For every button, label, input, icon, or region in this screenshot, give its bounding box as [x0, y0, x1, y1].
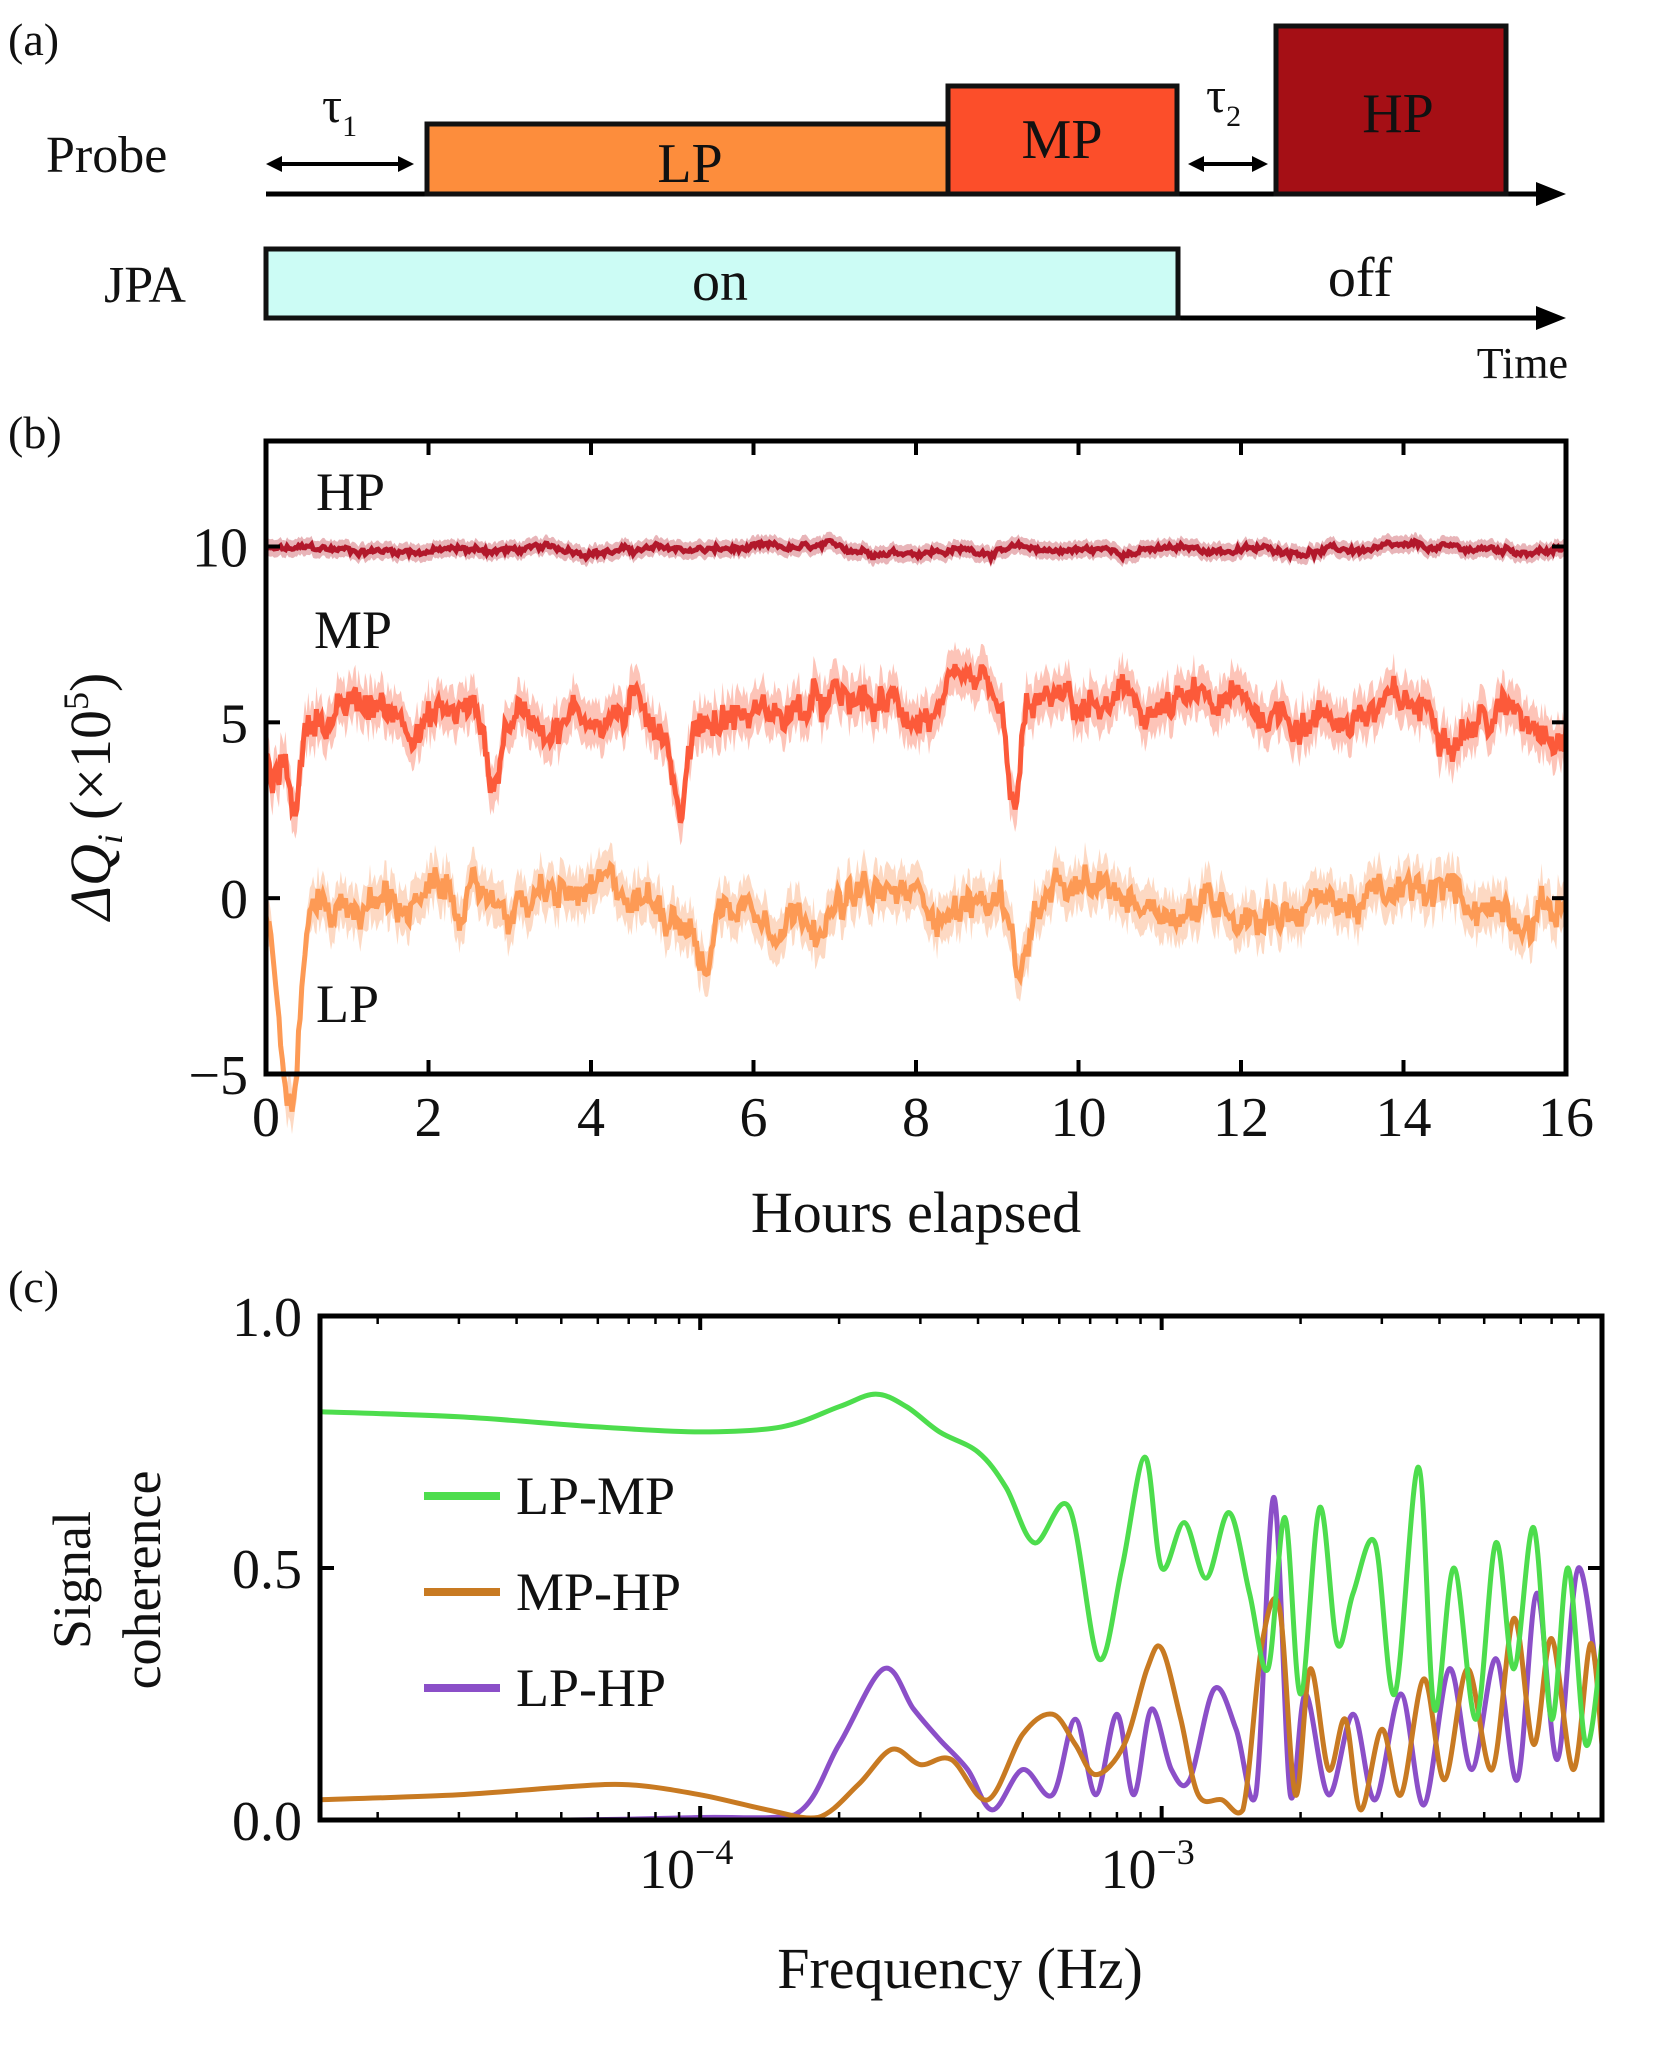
- panel-b-series-group: [263, 531, 1569, 1135]
- panel-c-label: (c): [8, 1261, 59, 1312]
- x-tick-label: 8: [902, 1087, 930, 1149]
- x-tick-label: 10−3: [1101, 1832, 1195, 1901]
- series-line-hp: [263, 537, 1568, 567]
- panel-c: (c) 0.0 0.5 1.0 10−4 10−3 LP-MP MP-HP LP-HP Fr…: [8, 1261, 1605, 2001]
- x-tick-label: 4: [577, 1087, 605, 1149]
- jpa-on-block: [263, 246, 1181, 321]
- x-tick-label: 10−4: [639, 1832, 733, 1901]
- panel-a: (a) Probe LP MP HP τ1 τ2 JPA on of: [8, 14, 1568, 388]
- series-band-hp: [266, 531, 1566, 568]
- series-line-lp-hp: [319, 1494, 1605, 1823]
- pulse-mp: [945, 83, 1180, 197]
- panel-c-legend: LP-MP MP-HP LP-HP: [424, 1466, 681, 1718]
- x-tick-label: 0: [252, 1087, 280, 1149]
- y-tick-label: 0.0: [232, 1791, 302, 1853]
- panel-c-ylabel-line2: coherence: [112, 1471, 172, 1690]
- x-tick-label: 10: [1051, 1087, 1107, 1149]
- probe-label: Probe: [46, 127, 167, 184]
- y-tick-label: 10: [192, 518, 248, 580]
- x-tick-label: 6: [740, 1087, 768, 1149]
- panel-c-series-group: [319, 1391, 1605, 1823]
- annotation-mp: MP: [314, 600, 392, 660]
- series-line-mp: [264, 661, 1569, 824]
- y-tick-label: 1.0: [232, 1287, 302, 1349]
- jpa-on-label: on: [692, 251, 748, 313]
- probe-axis-arrowhead: [1536, 182, 1566, 206]
- pulse-mp-label: MP: [1022, 109, 1103, 171]
- tau1-marker: τ1: [266, 77, 414, 172]
- panel-c-ylabel-line1: Signal: [42, 1511, 102, 1649]
- panel-c-xlabel: Frequency (Hz): [777, 1936, 1143, 2001]
- x-tick-label: 14: [1376, 1087, 1432, 1149]
- pulse-hp: [1273, 23, 1509, 197]
- legend-label-lp-hp: LP-HP: [516, 1658, 666, 1718]
- pulse-hp-label: HP: [1362, 83, 1434, 145]
- panel-b-xlabel: Hours elapsed: [751, 1180, 1081, 1245]
- tau2-marker: τ2: [1188, 67, 1268, 172]
- y-tick-label: 0: [220, 869, 248, 931]
- panel-b-frame: [263, 438, 1569, 1077]
- panel-b-label: (b): [8, 407, 62, 458]
- series-band-mp: [266, 641, 1566, 846]
- y-tick-label: 5: [220, 693, 248, 755]
- annotation-hp: HP: [316, 462, 385, 522]
- tau2-label: τ2: [1206, 67, 1241, 133]
- series-line-mp-hp: [319, 1595, 1605, 1821]
- tau1-label: τ1: [322, 77, 357, 143]
- jpa-label: JPA: [104, 257, 186, 314]
- jpa-axis-arrowhead: [1536, 306, 1566, 330]
- time-axis-label: Time: [1477, 339, 1568, 388]
- x-tick-label: 12: [1213, 1087, 1269, 1149]
- series-line-lp-mp: [319, 1391, 1605, 1748]
- pulse-lp-label: LP: [657, 133, 722, 195]
- x-tick-label: 16: [1538, 1087, 1594, 1149]
- panel-a-label: (a): [8, 14, 59, 65]
- legend-label-mp-hp: MP-HP: [516, 1562, 681, 1622]
- y-tick-label: −5: [188, 1045, 248, 1107]
- x-tick-label: 2: [415, 1087, 443, 1149]
- panel-c-ticks: 0.0 0.5 1.0 10−4 10−3: [232, 1287, 1602, 1901]
- panel-b-ylabel: ΔQi(×105): [56, 673, 130, 922]
- jpa-off-label: off: [1328, 247, 1393, 309]
- series-line-lp: [263, 860, 1568, 1112]
- legend-label-lp-mp: LP-MP: [516, 1466, 675, 1526]
- y-tick-label: 0.5: [232, 1539, 302, 1601]
- annotation-lp: LP: [316, 974, 379, 1034]
